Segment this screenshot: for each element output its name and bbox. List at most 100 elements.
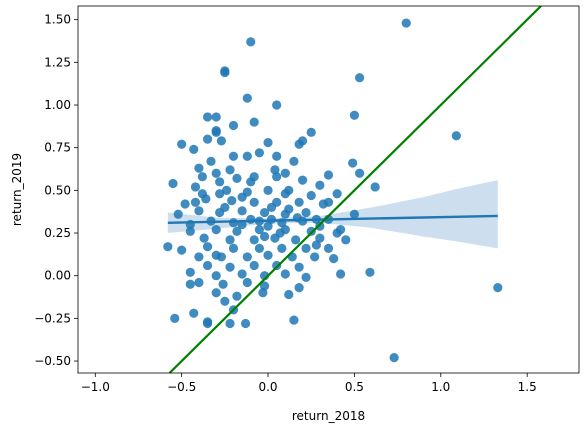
data-point	[323, 197, 334, 207]
data-point	[280, 269, 290, 279]
data-point	[228, 243, 239, 253]
data-point	[263, 137, 273, 148]
data-point	[202, 112, 213, 122]
data-point	[202, 318, 213, 329]
data-point	[294, 197, 304, 207]
data-point	[263, 185, 273, 195]
data-point	[227, 195, 237, 206]
data-point	[194, 206, 204, 216]
data-point	[249, 197, 259, 207]
data-point	[289, 156, 299, 166]
data-point	[185, 226, 195, 236]
data-point	[272, 260, 282, 271]
data-point	[237, 269, 247, 279]
data-point	[211, 288, 221, 298]
data-point	[242, 93, 252, 103]
data-point	[348, 158, 358, 168]
y-tick-label: 0.25	[44, 226, 71, 240]
data-point	[194, 252, 204, 262]
data-point	[190, 182, 201, 192]
x-tick-label: −0.5	[167, 380, 196, 394]
data-point	[177, 245, 187, 255]
data-point	[215, 189, 225, 199]
data-point	[215, 177, 225, 187]
data-point	[249, 260, 259, 271]
data-point	[177, 139, 187, 149]
data-point	[272, 151, 282, 161]
x-tick-label: 0.0	[258, 380, 277, 394]
data-point	[263, 250, 273, 260]
data-point	[354, 168, 365, 178]
data-point	[180, 199, 190, 209]
data-point	[263, 221, 273, 231]
data-point	[202, 260, 213, 271]
data-point	[329, 254, 339, 264]
x-tick-label: 0.5	[345, 380, 364, 394]
data-point	[228, 151, 239, 161]
data-point	[220, 202, 230, 213]
data-point	[194, 277, 204, 288]
data-point	[211, 250, 221, 260]
data-point	[185, 279, 195, 289]
data-point	[246, 37, 256, 47]
data-point	[301, 243, 311, 253]
data-point	[306, 190, 316, 201]
data-point	[254, 225, 264, 235]
data-point	[237, 192, 247, 202]
data-point	[221, 185, 232, 195]
data-point	[315, 233, 325, 243]
data-point	[266, 214, 277, 224]
data-point	[242, 151, 252, 161]
data-point	[493, 283, 503, 293]
regression-line	[167, 214, 498, 224]
data-point	[297, 175, 308, 185]
data-point	[246, 214, 256, 224]
data-point	[225, 262, 235, 272]
y-tick-label: 1.00	[44, 98, 71, 112]
data-point	[225, 165, 235, 175]
data-point	[315, 221, 325, 231]
data-point	[249, 117, 259, 127]
x-axis-label: return_2018	[292, 409, 365, 423]
data-point	[291, 235, 301, 245]
data-point	[259, 231, 270, 242]
y-tick-label: 0.50	[44, 183, 71, 197]
data-point	[240, 318, 251, 329]
data-point	[197, 172, 207, 182]
data-point	[242, 277, 252, 288]
data-point	[349, 209, 360, 219]
data-point	[189, 308, 199, 318]
data-point	[189, 144, 199, 154]
data-point	[280, 168, 290, 178]
data-point	[190, 197, 201, 207]
data-point	[199, 233, 209, 243]
data-point	[218, 279, 228, 289]
data-point	[242, 252, 252, 262]
data-point	[220, 66, 230, 76]
data-point	[254, 148, 264, 158]
data-point	[389, 353, 399, 363]
confidence-band	[167, 180, 498, 249]
data-point	[311, 240, 322, 250]
data-point	[211, 126, 221, 136]
data-point	[294, 283, 304, 293]
data-point	[275, 228, 285, 238]
data-point	[232, 173, 242, 184]
data-point	[401, 18, 411, 28]
data-point	[306, 226, 316, 236]
data-point	[323, 170, 334, 180]
data-point	[315, 180, 325, 190]
data-point	[216, 136, 226, 146]
data-point	[173, 209, 183, 219]
data-point	[168, 178, 178, 189]
data-point	[211, 225, 221, 235]
x-tick-label: 1.0	[431, 380, 450, 394]
data-point	[349, 110, 360, 120]
y-axis-label: return_2019	[10, 153, 24, 226]
y-tick-label: 0.00	[44, 269, 71, 283]
data-point	[306, 127, 316, 137]
data-point	[301, 272, 311, 283]
data-point	[254, 243, 264, 253]
data-point	[258, 288, 268, 298]
data-point	[202, 242, 213, 252]
